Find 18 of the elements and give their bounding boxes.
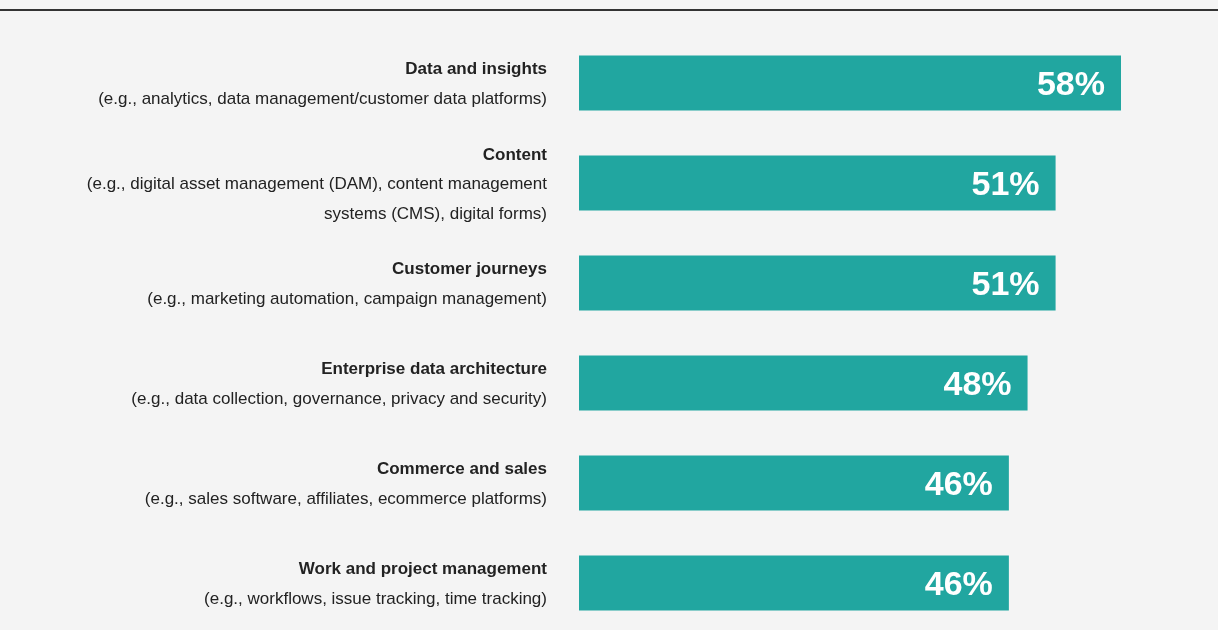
bar: [579, 255, 1056, 311]
bar: [579, 155, 1056, 211]
bar: [579, 55, 1121, 111]
y-tick-label: Enterprise data architecture (e.g., data collection, governance, privacy and security): [131, 359, 547, 408]
y-tick-label: Work and project management (e.g., workflows, issue tracking, time tracking): [204, 559, 548, 608]
y-tick-label: Data and insights (e.g., analytics, data management/customer data platforms): [98, 59, 547, 108]
data-label: 51%: [971, 164, 1040, 202]
data-label: 46%: [924, 464, 993, 502]
data-label: 58%: [1036, 64, 1105, 102]
y-tick-label: Customer journeys (e.g., marketing automation, campaign management): [147, 259, 547, 308]
y-tick-label: Content (e.g., digital asset management (DAM), content management systems (CMS), digital forms): [86, 144, 548, 223]
data-label: 46%: [924, 564, 993, 602]
bar: [579, 355, 1028, 411]
y-tick-label: Commerce and sales (e.g., sales software, affiliates, ecommerce platforms): [144, 459, 547, 508]
data-label: 48%: [943, 364, 1012, 402]
bar: [579, 455, 1009, 511]
bar: [579, 555, 1009, 611]
data-label: 51%: [971, 264, 1040, 302]
